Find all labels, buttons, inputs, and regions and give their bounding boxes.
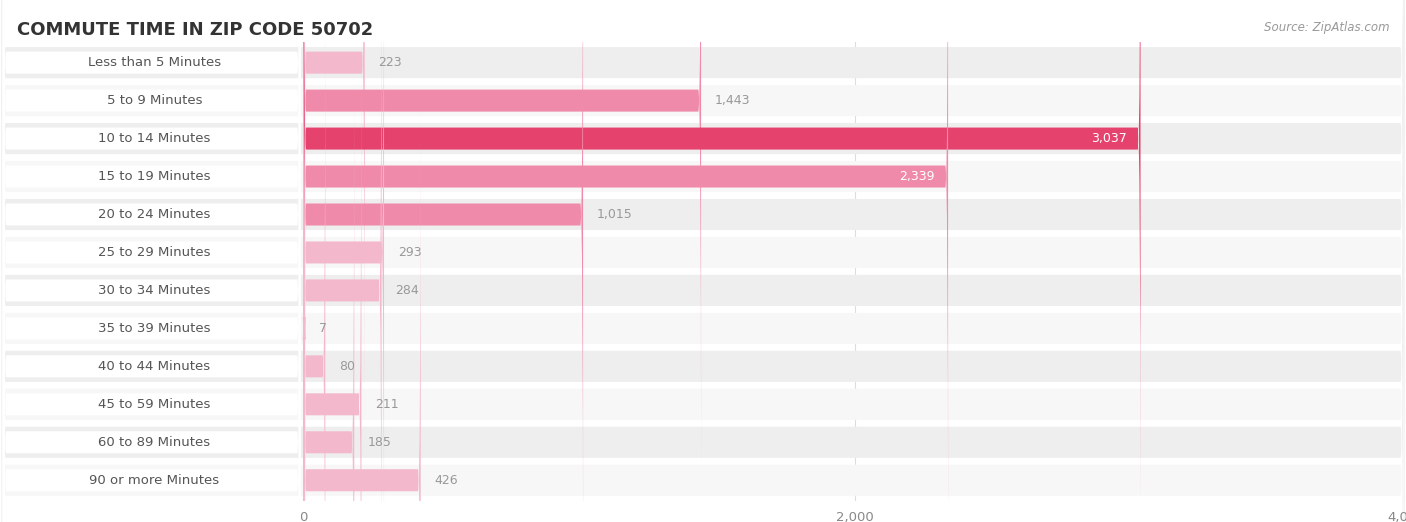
Text: 1,443: 1,443 bbox=[714, 94, 751, 107]
FancyBboxPatch shape bbox=[3, 0, 301, 507]
FancyBboxPatch shape bbox=[304, 74, 354, 522]
FancyBboxPatch shape bbox=[304, 35, 361, 522]
Text: 3,037: 3,037 bbox=[1091, 132, 1126, 145]
FancyBboxPatch shape bbox=[3, 35, 301, 522]
FancyBboxPatch shape bbox=[3, 0, 301, 522]
FancyBboxPatch shape bbox=[3, 0, 301, 522]
FancyBboxPatch shape bbox=[3, 0, 301, 522]
FancyBboxPatch shape bbox=[304, 0, 381, 522]
FancyBboxPatch shape bbox=[302, 0, 307, 522]
Text: 20 to 24 Minutes: 20 to 24 Minutes bbox=[98, 208, 211, 221]
Text: 284: 284 bbox=[395, 284, 419, 297]
Text: Less than 5 Minutes: Less than 5 Minutes bbox=[87, 56, 221, 69]
Text: 293: 293 bbox=[398, 246, 422, 259]
FancyBboxPatch shape bbox=[304, 0, 583, 522]
Text: 10 to 14 Minutes: 10 to 14 Minutes bbox=[98, 132, 211, 145]
FancyBboxPatch shape bbox=[304, 0, 364, 431]
Text: 25 to 29 Minutes: 25 to 29 Minutes bbox=[98, 246, 211, 259]
Text: 7: 7 bbox=[319, 322, 328, 335]
FancyBboxPatch shape bbox=[304, 112, 420, 522]
FancyBboxPatch shape bbox=[304, 0, 325, 522]
Text: 2,339: 2,339 bbox=[898, 170, 935, 183]
FancyBboxPatch shape bbox=[304, 0, 702, 469]
FancyBboxPatch shape bbox=[3, 0, 301, 522]
FancyBboxPatch shape bbox=[3, 0, 301, 522]
Text: COMMUTE TIME IN ZIP CODE 50702: COMMUTE TIME IN ZIP CODE 50702 bbox=[17, 21, 373, 39]
Text: 15 to 19 Minutes: 15 to 19 Minutes bbox=[98, 170, 211, 183]
FancyBboxPatch shape bbox=[3, 0, 301, 522]
FancyBboxPatch shape bbox=[304, 0, 948, 522]
Text: Source: ZipAtlas.com: Source: ZipAtlas.com bbox=[1264, 21, 1389, 34]
Text: 211: 211 bbox=[375, 398, 399, 411]
Text: 60 to 89 Minutes: 60 to 89 Minutes bbox=[98, 436, 211, 449]
Text: 45 to 59 Minutes: 45 to 59 Minutes bbox=[98, 398, 211, 411]
Text: 90 or more Minutes: 90 or more Minutes bbox=[90, 474, 219, 487]
FancyBboxPatch shape bbox=[3, 0, 301, 522]
Text: 40 to 44 Minutes: 40 to 44 Minutes bbox=[98, 360, 211, 373]
Text: 1,015: 1,015 bbox=[598, 208, 633, 221]
Text: 223: 223 bbox=[378, 56, 402, 69]
FancyBboxPatch shape bbox=[3, 0, 301, 522]
FancyBboxPatch shape bbox=[3, 0, 301, 522]
Text: 426: 426 bbox=[434, 474, 458, 487]
Text: 80: 80 bbox=[339, 360, 356, 373]
FancyBboxPatch shape bbox=[3, 0, 301, 522]
Text: 30 to 34 Minutes: 30 to 34 Minutes bbox=[98, 284, 211, 297]
FancyBboxPatch shape bbox=[304, 0, 1140, 507]
Text: 185: 185 bbox=[368, 436, 392, 449]
Text: 5 to 9 Minutes: 5 to 9 Minutes bbox=[107, 94, 202, 107]
Text: 35 to 39 Minutes: 35 to 39 Minutes bbox=[98, 322, 211, 335]
FancyBboxPatch shape bbox=[304, 0, 384, 522]
